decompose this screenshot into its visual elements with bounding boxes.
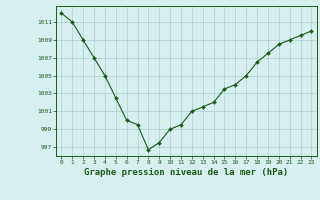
X-axis label: Graphe pression niveau de la mer (hPa): Graphe pression niveau de la mer (hPa) — [84, 168, 289, 177]
